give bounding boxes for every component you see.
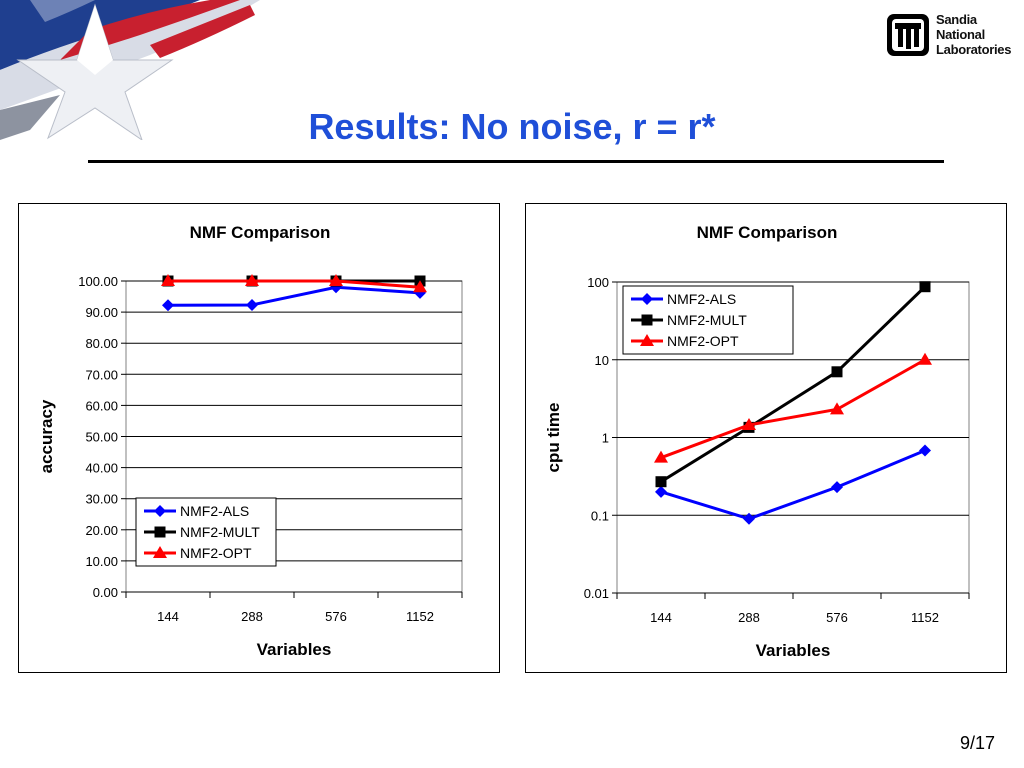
data-point-nmf2-als <box>831 481 843 494</box>
legend-label: NMF2-OPT <box>667 333 739 349</box>
sandia-logo: Sandia National Laboratories <box>886 12 1011 57</box>
x-tick-label: 1152 <box>911 610 939 625</box>
legend-label: NMF2-ALS <box>667 291 736 307</box>
x-tick-label: 288 <box>738 610 760 625</box>
data-point-nmf2-opt <box>413 280 427 293</box>
y-tick-label: 0.01 <box>584 586 609 601</box>
y-tick-label: 0.00 <box>93 585 118 600</box>
legend-swatch-marker <box>641 293 653 305</box>
data-point-nmf2-opt <box>329 274 343 286</box>
logo-line-1: Sandia <box>936 12 977 27</box>
accuracy-chart-svg: NMF Comparison 0.00 10.00 20.00 30.00 40.00 50… <box>37 223 463 659</box>
legend-swatch-marker <box>153 546 167 558</box>
x-tick-label: 144 <box>650 610 672 625</box>
y-tick-label: 80.00 <box>85 336 118 351</box>
data-point-nmf2-als <box>743 512 755 525</box>
legend-swatch-marker <box>154 526 166 538</box>
x-tick-label: 576 <box>325 609 347 624</box>
legend-label: NMF2-ALS <box>180 503 249 519</box>
cpu-time-chart-svg: NMF Comparison 0.01 0.1 1 10 100 144 288 576 1152… <box>544 223 970 660</box>
accuracy-chart: NMF Comparison 0.00 10.00 20.00 30.00 40.00 50… <box>18 203 500 673</box>
x-axis-label: Variables <box>756 641 831 660</box>
logo-line-2: National <box>936 27 985 42</box>
x-tick-label: 144 <box>157 609 179 624</box>
y-tick-label: 70.00 <box>85 367 118 382</box>
chart-title: NMF Comparison <box>697 223 838 242</box>
data-point-nmf2-opt <box>654 450 668 463</box>
legend-label: NMF2-MULT <box>180 524 260 540</box>
series-line-nmf2-opt <box>168 279 421 289</box>
series-line-nmf2-mult <box>660 285 927 483</box>
y-tick-label: 90.00 <box>85 305 118 320</box>
x-tick-label: 288 <box>241 609 263 624</box>
legend-label: NMF2-MULT <box>667 312 747 328</box>
data-point-nmf2-als <box>414 286 426 299</box>
legend-swatch-marker <box>641 314 653 326</box>
y-tick-label: 50.00 <box>85 430 118 445</box>
y-axis-label: accuracy <box>37 399 56 473</box>
slide-title: Results: No noise, r = r* <box>308 106 716 147</box>
y-tick-label: 10.00 <box>85 554 118 569</box>
legend-label: NMF2-OPT <box>180 545 252 561</box>
thunderbird-logo-icon <box>887 13 929 56</box>
y-axis-label: cpu time <box>544 403 563 473</box>
y-tick-label: 30.00 <box>85 492 118 507</box>
legend-swatch-marker <box>154 505 166 517</box>
data-point-nmf2-opt <box>918 352 932 365</box>
y-tick-label: 10 <box>595 353 609 368</box>
x-tick-label: 576 <box>826 610 848 625</box>
x-axis-label: Variables <box>257 640 332 659</box>
y-tick-label: 0.1 <box>591 508 609 523</box>
series-line-nmf2-opt <box>660 358 926 460</box>
data-point-nmf2-als <box>162 299 174 312</box>
data-point-nmf2-als <box>246 298 258 311</box>
data-point-nmf2-mult <box>655 476 667 488</box>
y-tick-label: 1 <box>602 431 609 446</box>
chart-title: NMF Comparison <box>190 223 331 242</box>
data-point-nmf2-opt <box>161 274 175 286</box>
page-number: 9/17 <box>960 733 996 753</box>
y-tick-label: 100.00 <box>78 274 118 289</box>
y-tick-label: 40.00 <box>85 461 118 476</box>
data-point-nmf2-als <box>919 444 931 457</box>
y-tick-label: 60.00 <box>85 398 118 413</box>
y-tick-label: 100 <box>587 275 609 290</box>
data-point-nmf2-opt <box>830 402 844 415</box>
x-tick-label: 1152 <box>406 609 434 624</box>
data-point-nmf2-mult <box>919 281 931 293</box>
series-line-nmf2-als <box>660 449 926 521</box>
data-point-nmf2-opt <box>742 417 756 430</box>
legend-swatch-marker <box>640 334 654 346</box>
series-line-nmf2-als <box>167 285 421 307</box>
cpu-time-chart: NMF Comparison 0.01 0.1 1 10 100 144 288 576 1152… <box>525 203 1007 673</box>
data-point-nmf2-als <box>655 485 667 498</box>
y-tick-label: 20.00 <box>85 523 118 538</box>
title-underline <box>88 160 944 163</box>
flag-star-decoration <box>0 0 260 140</box>
data-point-nmf2-mult <box>831 366 843 378</box>
data-point-nmf2-opt <box>245 274 259 286</box>
logo-line-3: Laboratories <box>936 42 1012 57</box>
